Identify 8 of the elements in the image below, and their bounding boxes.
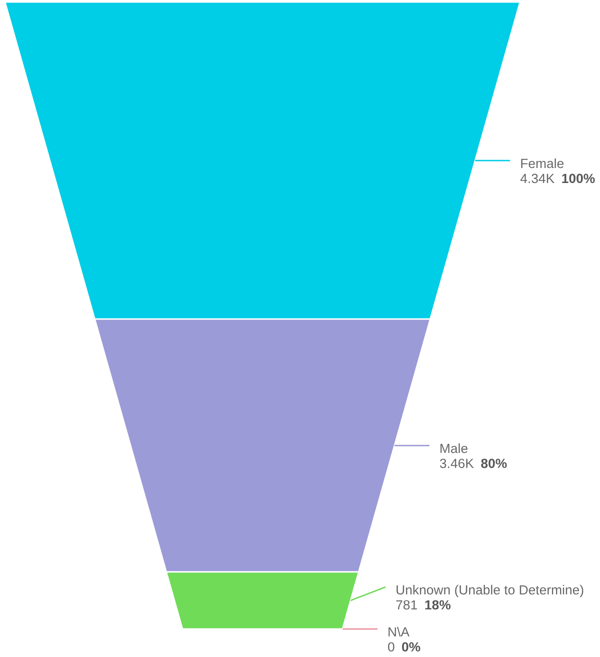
- category-label: Female: [521, 158, 564, 168]
- data-label: 781 18%: [396, 600, 451, 610]
- category-label: Male: [440, 443, 468, 454]
- category-label: N\A: [388, 626, 410, 637]
- data-label: 4.34K 100%: [520, 174, 595, 184]
- data-label: 3.46K 80%: [440, 458, 507, 468]
- data-label: 0 0%: [388, 642, 420, 652]
- category-label: Unknown (Unable to Determine): [396, 584, 584, 598]
